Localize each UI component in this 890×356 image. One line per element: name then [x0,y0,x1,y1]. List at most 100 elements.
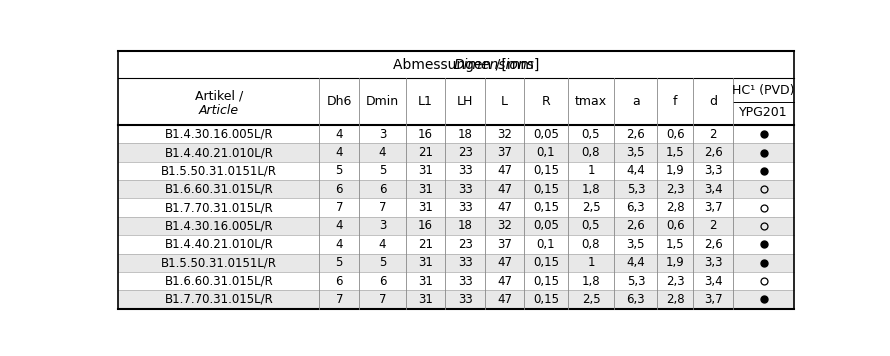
Text: 21: 21 [418,146,433,159]
Text: R: R [542,95,550,108]
Text: a: a [632,95,640,108]
Text: B1.5.50.31.0151L/R: B1.5.50.31.0151L/R [161,164,277,177]
Text: 1,8: 1,8 [582,274,600,288]
Text: 47: 47 [498,274,512,288]
Text: 31: 31 [418,164,433,177]
Text: 1: 1 [587,256,595,269]
Text: 23: 23 [457,238,473,251]
Text: 7: 7 [378,293,386,306]
Text: 4: 4 [378,238,386,251]
Text: LH: LH [457,95,473,108]
Text: 0,1: 0,1 [537,146,555,159]
Text: L1: L1 [418,95,433,108]
Text: 0,15: 0,15 [533,256,559,269]
Text: 31: 31 [418,293,433,306]
Text: 5: 5 [336,164,343,177]
Text: 7: 7 [378,201,386,214]
Text: 2: 2 [709,219,717,232]
Text: 6,3: 6,3 [627,201,645,214]
Text: HC¹ (PVD): HC¹ (PVD) [732,84,795,98]
Text: 31: 31 [418,201,433,214]
Text: 0,15: 0,15 [533,164,559,177]
Text: 16: 16 [418,219,433,232]
Text: 7: 7 [336,293,343,306]
Text: B1.7.70.31.015L/R: B1.7.70.31.015L/R [165,293,273,306]
Text: 4,4: 4,4 [627,164,645,177]
Text: B1.4.30.16.005L/R: B1.4.30.16.005L/R [165,128,273,141]
Text: Abmessungen /: Abmessungen / [393,58,505,72]
Text: 3,7: 3,7 [704,201,723,214]
Text: 5: 5 [379,164,386,177]
Text: 47: 47 [498,293,512,306]
Text: YPG201: YPG201 [740,106,788,119]
Text: 2,8: 2,8 [666,201,684,214]
Text: f: f [673,95,677,108]
Text: B1.6.60.31.015L/R: B1.6.60.31.015L/R [165,183,273,196]
Text: 37: 37 [498,238,512,251]
Bar [118,272,794,290]
Text: 5,3: 5,3 [627,183,645,196]
Text: 32: 32 [498,128,512,141]
Text: 1,8: 1,8 [582,183,600,196]
Text: 3,4: 3,4 [704,274,723,288]
Text: 4: 4 [336,219,343,232]
Text: tmax: tmax [575,95,607,108]
Text: 2,3: 2,3 [666,183,684,196]
Text: Artikel /: Artikel / [195,90,243,103]
Text: Dmin: Dmin [366,95,399,108]
Text: B1.5.50.31.0151L/R: B1.5.50.31.0151L/R [161,256,277,269]
Text: B1.7.70.31.015L/R: B1.7.70.31.015L/R [165,201,273,214]
Text: 2,8: 2,8 [666,293,684,306]
Text: 47: 47 [498,164,512,177]
Text: 32: 32 [498,219,512,232]
Text: 3,7: 3,7 [704,293,723,306]
Text: 3,4: 3,4 [704,183,723,196]
Text: 5: 5 [336,256,343,269]
Text: 0,15: 0,15 [533,293,559,306]
Text: 31: 31 [418,256,433,269]
Text: 33: 33 [457,256,473,269]
Bar [118,162,794,180]
Text: 4: 4 [336,238,343,251]
Text: 33: 33 [457,201,473,214]
Text: L: L [501,95,508,108]
Text: 0,5: 0,5 [582,219,600,232]
Text: 4: 4 [378,146,386,159]
Text: 2,6: 2,6 [704,238,723,251]
Text: B1.4.40.21.010L/R: B1.4.40.21.010L/R [165,146,273,159]
Text: 2,6: 2,6 [627,219,645,232]
Text: 18: 18 [457,219,473,232]
Bar [118,217,794,235]
Text: 18: 18 [457,128,473,141]
Text: 5,3: 5,3 [627,274,645,288]
Text: 3: 3 [379,219,386,232]
Bar [118,290,794,309]
Text: 6: 6 [336,274,343,288]
Text: 6: 6 [378,183,386,196]
Text: 0,15: 0,15 [533,274,559,288]
Text: 2: 2 [709,128,717,141]
Text: 23: 23 [457,146,473,159]
Text: 6,3: 6,3 [627,293,645,306]
Text: 4: 4 [336,128,343,141]
Text: Dh6: Dh6 [327,95,352,108]
Text: 3,3: 3,3 [704,164,723,177]
Text: 3,5: 3,5 [627,146,645,159]
Text: 47: 47 [498,201,512,214]
Bar [118,143,794,162]
Text: 1,9: 1,9 [666,256,684,269]
Text: 0,6: 0,6 [666,128,684,141]
Text: [mm]: [mm] [498,58,540,72]
Text: 33: 33 [457,274,473,288]
Text: Dimensions: Dimensions [454,58,535,72]
Text: 1: 1 [587,164,595,177]
Text: 33: 33 [457,183,473,196]
Text: 0,15: 0,15 [533,201,559,214]
Text: 0,6: 0,6 [666,219,684,232]
Text: 6: 6 [378,274,386,288]
Text: 0,8: 0,8 [582,146,600,159]
Text: 0,15: 0,15 [533,183,559,196]
Text: 5: 5 [379,256,386,269]
Text: 21: 21 [418,238,433,251]
Text: 33: 33 [457,164,473,177]
